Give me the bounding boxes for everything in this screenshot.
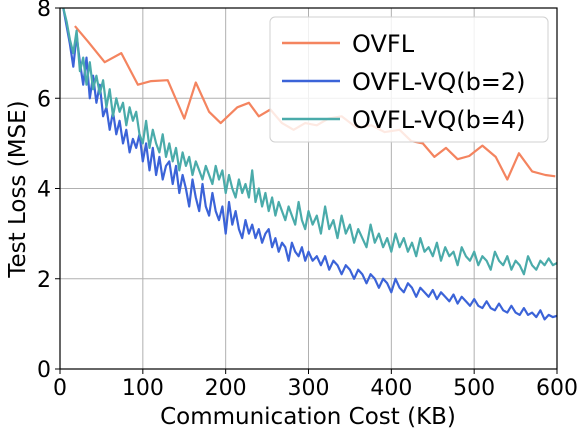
x-tick-label: 600 bbox=[536, 376, 578, 401]
x-tick-label: 200 bbox=[205, 376, 247, 401]
legend: OVFL OVFL-VQ(b=2) OVFL-VQ(b=4) bbox=[269, 16, 549, 143]
x-tick-label: 100 bbox=[122, 376, 164, 401]
legend-label-0: OVFL bbox=[352, 30, 415, 58]
series-line-2 bbox=[62, 8, 557, 276]
legend-label-2: OVFL-VQ(b=4) bbox=[352, 106, 526, 134]
series-line-1 bbox=[62, 8, 557, 321]
y-tick-label: 0 bbox=[37, 358, 51, 383]
legend-box bbox=[269, 16, 549, 143]
x-axis-label: Communication Cost (KB) bbox=[160, 404, 456, 430]
y-tick-label: 8 bbox=[37, 0, 51, 22]
x-tick-label: 500 bbox=[453, 376, 495, 401]
x-tick-label: 300 bbox=[288, 376, 330, 401]
y-tick-label: 6 bbox=[37, 87, 51, 112]
y-tick-label: 2 bbox=[37, 268, 51, 293]
y-tick-label: 4 bbox=[37, 178, 51, 203]
x-tick-label: 0 bbox=[53, 376, 67, 401]
x-tick-label: 400 bbox=[370, 376, 412, 401]
axis-ticks: 0 100 200 300 400 500 600 0 2 4 6 8 bbox=[37, 0, 578, 401]
legend-label-1: OVFL-VQ(b=2) bbox=[352, 68, 526, 96]
y-axis-label: Test Loss (MSE) bbox=[5, 100, 31, 278]
